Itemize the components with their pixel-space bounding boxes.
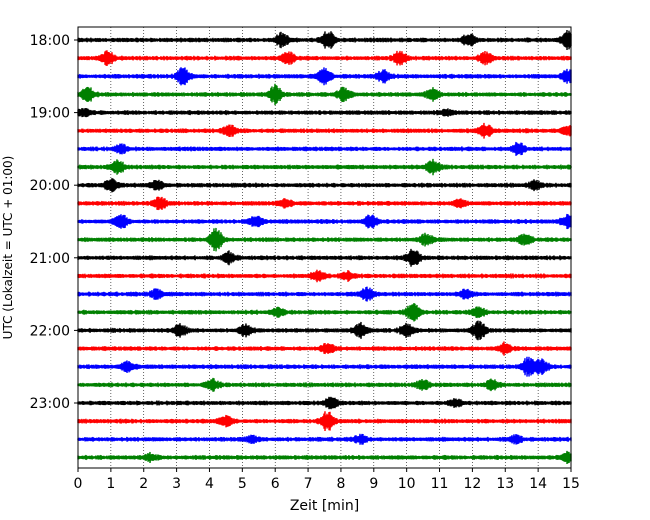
x-tick-label: 15 xyxy=(562,476,580,492)
y-tick-label: 22:00 xyxy=(30,323,70,339)
x-tick-label: 10 xyxy=(398,476,416,492)
seismic-trace-2315 xyxy=(77,411,572,432)
seismic-trace-2130 xyxy=(77,286,572,302)
x-tick-label: 1 xyxy=(106,476,115,492)
x-tick-label: 13 xyxy=(496,476,514,492)
seismic-trace-2045 xyxy=(77,227,572,252)
seismic-trace-1815 xyxy=(77,50,572,66)
x-tick-label: 9 xyxy=(369,476,378,492)
x-tick-label: 7 xyxy=(304,476,313,492)
x-tick-label: 0 xyxy=(74,476,83,492)
x-tick-label: 11 xyxy=(431,476,449,492)
seismic-trace-2145 xyxy=(77,302,572,322)
y-tick-label: 18:00 xyxy=(30,33,70,49)
x-tick-label: 3 xyxy=(172,476,181,492)
seismic-trace-1930 xyxy=(77,141,572,156)
x-tick-label: 4 xyxy=(205,476,214,492)
x-tick-label: 12 xyxy=(463,476,481,492)
axis-ticks: 0 1 2 3 4 5 6 7 8 9 10 11 12 13 14 1518:0019:0020:0021:… xyxy=(30,33,580,492)
x-tick-label: 8 xyxy=(336,476,345,492)
seismic-trace-1830 xyxy=(77,67,572,86)
seismic-trace-2230 xyxy=(77,356,572,377)
seismic-trace-2345 xyxy=(77,450,572,465)
seismic-trace-1900 xyxy=(77,107,572,118)
seismic-trace-1845 xyxy=(77,83,572,106)
y-tick-label: 19:00 xyxy=(30,106,70,122)
seismic-trace-2245 xyxy=(77,377,572,392)
y-tick-label: 21:00 xyxy=(30,251,70,267)
seismic-trace-2115 xyxy=(77,269,572,283)
plot-frame xyxy=(77,26,572,469)
y-tick-label: 20:00 xyxy=(30,178,70,194)
seismic-trace-2000 xyxy=(77,178,572,193)
x-tick-label: 6 xyxy=(271,476,280,492)
seismic-trace-2215 xyxy=(77,341,572,356)
seismic-trace-2330 xyxy=(77,433,572,445)
x-tick-label: 14 xyxy=(529,476,547,492)
seismic-trace-1800 xyxy=(77,29,572,51)
trace-series xyxy=(77,29,572,465)
seismic-trace-2100 xyxy=(77,248,572,267)
seismic-trace-2300 xyxy=(77,396,572,410)
seismic-trace-2015 xyxy=(77,196,572,211)
x-tick-label: 5 xyxy=(238,476,247,492)
x-axis-label: Zeit [min] xyxy=(290,498,359,514)
seismic-trace-2200 xyxy=(77,320,572,341)
seismic-trace-2030 xyxy=(77,213,572,230)
x-tick-label: 2 xyxy=(139,476,148,492)
y-tick-label: 23:00 xyxy=(30,396,70,412)
seismic-trace-1915 xyxy=(77,122,572,139)
y-axis-label: UTC (Lokalzeit = UTC + 01:00) xyxy=(1,156,15,340)
seismic-trace-1945 xyxy=(77,158,572,176)
